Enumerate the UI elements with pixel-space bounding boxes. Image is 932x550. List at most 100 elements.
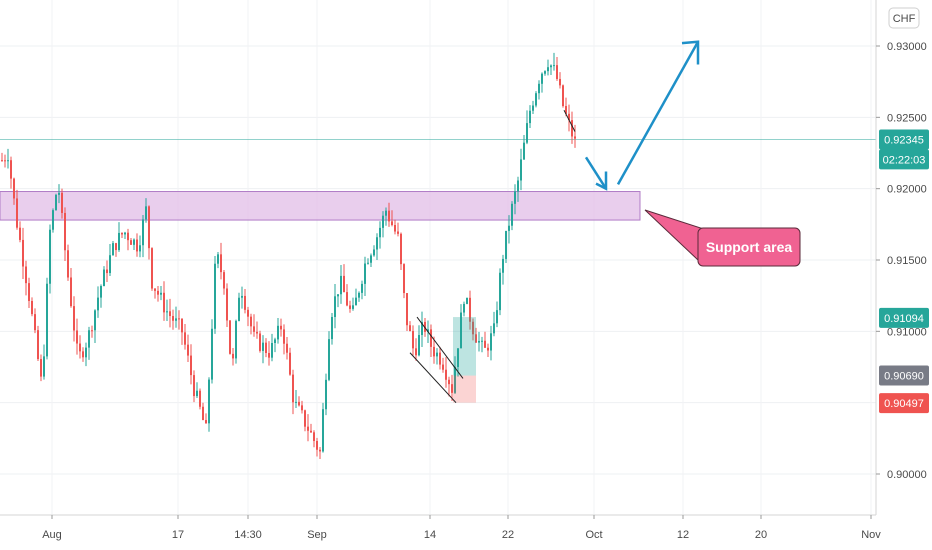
long-position-target[interactable]: [453, 317, 476, 376]
candle: [493, 311, 495, 337]
candle: [331, 313, 333, 345]
candle: [514, 184, 516, 215]
candle: [286, 336, 288, 360]
callout-text: Support area: [706, 239, 793, 255]
candle: [118, 222, 120, 252]
candle: [316, 437, 318, 457]
candle: [79, 335, 81, 359]
candle: [571, 111, 573, 144]
candle: [346, 284, 348, 307]
candle: [475, 327, 477, 343]
candle: [109, 244, 111, 277]
down-arrow[interactable]: [584, 156, 608, 190]
candle: [49, 224, 51, 294]
candle: [148, 205, 150, 260]
time-tick-labels: Aug 17 14:30 Sep 14 22 Oct 12 20 Nov: [42, 515, 881, 541]
candle: [130, 238, 132, 245]
candle: [211, 319, 213, 384]
candle: [553, 52, 555, 71]
candle: [277, 317, 279, 344]
support-zone[interactable]: [0, 191, 641, 221]
support-area-callout[interactable]: Support area: [644, 209, 801, 267]
candle: [94, 309, 96, 343]
candle: [115, 242, 117, 257]
candle: [574, 124, 576, 148]
candle: [361, 280, 363, 300]
candle: [448, 376, 450, 397]
trend-line[interactable]: [563, 109, 576, 132]
candle: [1, 152, 3, 162]
candle: [31, 297, 33, 317]
candle: [400, 232, 402, 270]
candle: [403, 263, 405, 299]
candle: [454, 356, 456, 395]
candle: [127, 228, 129, 251]
candle: [40, 354, 42, 382]
candle: [463, 301, 465, 317]
price-tag: 0.92345: [879, 129, 929, 150]
candle: [358, 291, 360, 302]
up-arrow[interactable]: [616, 41, 700, 185]
candle: [208, 377, 210, 432]
candle: [262, 335, 264, 364]
candle: [409, 321, 411, 332]
candle: [61, 188, 63, 219]
candle: [163, 281, 165, 321]
candle: [196, 382, 198, 399]
candle: [343, 264, 345, 293]
time-tick-label: Sep: [307, 529, 327, 541]
candle: [172, 309, 174, 330]
candle: [184, 323, 186, 350]
candle: [466, 297, 468, 305]
price-axis[interactable]: CHF 0.930000.925000.920000.915000.910000…: [875, 0, 929, 515]
callout-box[interactable]: [697, 227, 801, 267]
candle: [151, 247, 153, 291]
currency-label[interactable]: CHF: [893, 13, 916, 25]
support-zone-layer: [0, 138, 876, 221]
candle: [364, 256, 366, 297]
price-tick-label: 0.91500: [887, 255, 927, 267]
candle: [484, 331, 486, 348]
wedge-lower-line[interactable]: [409, 352, 457, 404]
candle: [511, 201, 513, 231]
candle: [367, 258, 369, 265]
candle: [556, 57, 558, 81]
candle: [478, 331, 480, 352]
candle: [547, 59, 549, 76]
candle: [73, 296, 75, 342]
candle: [22, 227, 24, 279]
candle: [145, 198, 147, 223]
candle: [97, 286, 99, 318]
candle: [271, 333, 273, 362]
time-axis[interactable]: Aug 17 14:30 Sep 14 22 Oct 12 20 Nov: [0, 514, 881, 541]
candle: [337, 294, 339, 308]
candle: [544, 70, 546, 76]
candle: [160, 286, 162, 301]
candle: [340, 265, 342, 304]
svg-text:0.92345: 0.92345: [884, 134, 924, 146]
candle: [274, 337, 276, 353]
candle: [349, 300, 351, 313]
candle: [106, 260, 108, 283]
currency-button[interactable]: [888, 7, 920, 29]
candle: [535, 91, 537, 108]
candle: [307, 414, 309, 442]
candle: [253, 314, 255, 337]
long-position-stop[interactable]: [453, 375, 476, 403]
candle: [259, 330, 261, 353]
candle: [67, 244, 69, 281]
candle: [157, 286, 159, 302]
candle: [310, 423, 312, 433]
candle: [235, 319, 237, 364]
candle: [124, 231, 126, 239]
candle: [529, 105, 531, 128]
svg-text:0.90690: 0.90690: [884, 371, 924, 383]
candle: [199, 388, 201, 410]
wedge-upper-line[interactable]: [416, 316, 464, 379]
candle: [178, 310, 180, 330]
candle: [13, 177, 15, 205]
candle: [256, 321, 258, 339]
candle: [58, 184, 60, 204]
candle: [193, 370, 195, 403]
